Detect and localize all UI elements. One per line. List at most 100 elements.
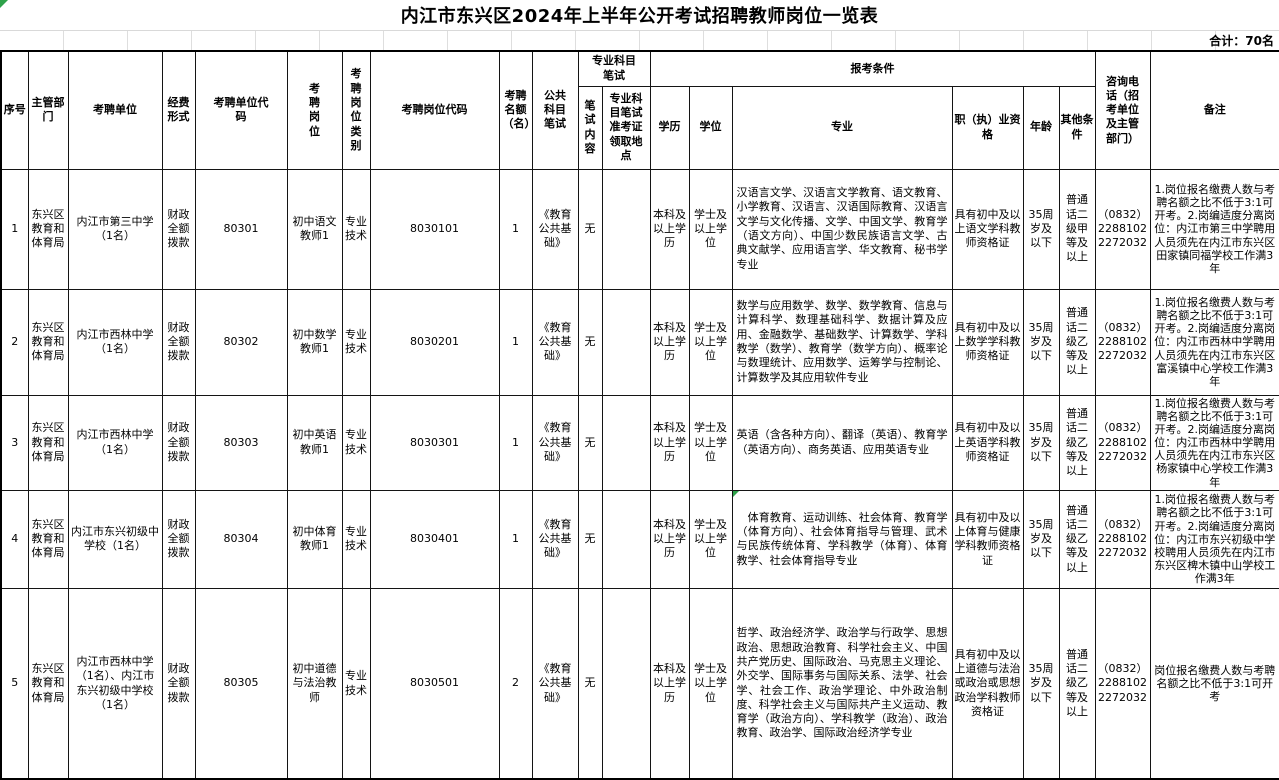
table-row: 4 东兴区教育和体育局 内江市东兴初级中学校（1名） 财政全额拨款 80304 …	[0, 489, 1279, 589]
cell-major: 数学与应用数学、数学、数学教育、信息与计算科学、数理基础科学、数据计算及应用、金…	[731, 288, 953, 396]
col-header-unit-code: 考聘单位代码	[194, 50, 288, 170]
cell-exam-content: 无	[577, 288, 603, 396]
cell-quota: 1	[498, 168, 533, 290]
title-row: 内江市东兴区2024年上半年公开考试招聘教师岗位一览表	[0, 0, 1279, 30]
cell-qual: 具有初中及以上道德与法治或政治或思想政治学科教师资格证	[951, 587, 1024, 780]
col-header-major: 专业	[731, 85, 953, 170]
cell-public-exam: 《教育公共基础》	[531, 288, 579, 396]
table-row: 5 东兴区教育和体育局 内江市西林中学（1名）、内江市东兴初级中学校（1名） 财…	[0, 587, 1279, 780]
col-header-fund: 经费形式	[161, 50, 196, 170]
cell-exam-content: 无	[577, 168, 603, 290]
cell-remark: 1.岗位报名缴费人数与考聘名额之比不低于3:1可开考。2.岗编适度分离岗位：内江…	[1149, 489, 1279, 589]
cell-major: 英语（含各种方向）、翻译（英语）、教育学（英语方向）、商务英语、应用英语专业	[731, 394, 953, 491]
table-row: 1 东兴区教育和体育局 内江市第三中学（1名） 财政全额拨款 80301 初中语…	[0, 168, 1279, 290]
col-header-exam-ticket: 专业科目笔试准考证领取地点	[601, 85, 651, 170]
cell-quota: 1	[498, 288, 533, 396]
cell-fund: 财政全额拨款	[161, 288, 196, 396]
cell-unit-code: 80305	[194, 587, 288, 780]
cell-quota: 1	[498, 489, 533, 589]
cell-phone: （0832） 2288102 2272032	[1094, 587, 1151, 780]
col-header-conditions-group: 报考条件	[649, 50, 1096, 87]
cell-major: 体育教育、运动训练、社会体育、教育学（体育方向）、社会体育指导与管理、武术与民族…	[731, 489, 953, 589]
cell-edu: 本科及以上学历	[649, 168, 690, 290]
cell-exam-ticket	[601, 489, 651, 589]
cell-phone: （0832） 2288102 2272032	[1094, 288, 1151, 396]
cell-phone: （0832） 2288102 2272032	[1094, 394, 1151, 491]
cell-dept: 东兴区教育和体育局	[27, 587, 69, 780]
cell-edu: 本科及以上学历	[649, 288, 690, 396]
cell-quota: 2	[498, 587, 533, 780]
cell-unit-code: 80301	[194, 168, 288, 290]
cell-fund: 财政全额拨款	[161, 394, 196, 491]
cell-major: 哲学、政治经济学、政治学与行政学、思想政治、思想政治教育、科学社会主义、中国共产…	[731, 587, 953, 780]
cell-remark: 1.岗位报名缴费人数与考聘名额之比不低于3:1可开考。2.岗编适度分离岗位：内江…	[1149, 394, 1279, 491]
cell-public-exam: 《教育公共基础》	[531, 489, 579, 589]
cell-exam-ticket	[601, 394, 651, 491]
cell-post: 初中数学教师1	[286, 288, 343, 396]
cell-post: 初中英语教师1	[286, 394, 343, 491]
cell-other: 普通话二级乙等及以上	[1058, 489, 1096, 589]
cell-fund: 财政全额拨款	[161, 168, 196, 290]
col-header-exam-content: 笔试内容	[577, 85, 603, 170]
cell-edu: 本科及以上学历	[649, 587, 690, 780]
col-header-post-code: 考聘岗位代码	[369, 50, 500, 170]
cell-qual: 具有初中及以上英语学科教师资格证	[951, 394, 1024, 491]
col-header-no: 序号	[0, 50, 29, 170]
cell-post-code: 8030301	[369, 394, 500, 491]
cell-major: 汉语言文学、汉语言文学教育、语文教育、小学教育、汉语言、汉语国际教育、汉语言文学…	[731, 168, 953, 290]
cell-exam-content: 无	[577, 489, 603, 589]
cell-dept: 东兴区教育和体育局	[27, 288, 69, 396]
cell-post: 初中道德与法治教师	[286, 587, 343, 780]
cell-qual: 具有初中及以上体育与健康学科教师资格证	[951, 489, 1024, 589]
cell-degree: 学士及以上学位	[688, 587, 733, 780]
page-title: 内江市东兴区2024年上半年公开考试招聘教师岗位一览表	[400, 6, 879, 27]
cell-age: 35周岁及以下	[1022, 288, 1060, 396]
cell-unit-code: 80302	[194, 288, 288, 396]
col-header-quota: 考聘名额（名）	[498, 50, 533, 170]
cell-no: 4	[0, 489, 29, 589]
cell-phone: （0832） 2288102 2272032	[1094, 168, 1151, 290]
cell-public-exam: 《教育公共基础》	[531, 168, 579, 290]
cell-fund: 财政全额拨款	[161, 489, 196, 589]
cell-edu: 本科及以上学历	[649, 489, 690, 589]
cell-post: 初中语文教师1	[286, 168, 343, 290]
cell-qual: 具有初中及以上数学学科教师资格证	[951, 288, 1024, 396]
positions-table: 序号 主管部门 考聘单位 经费形式 考聘单位代码 考聘岗位 考聘岗位类别 考聘岗…	[0, 50, 1279, 780]
cell-unit-code: 80303	[194, 394, 288, 491]
cell-phone: （0832） 2288102 2272032	[1094, 489, 1151, 589]
cell-no: 1	[0, 168, 29, 290]
cell-exam-ticket	[601, 587, 651, 780]
col-header-public-exam: 公共科目笔试	[531, 50, 579, 170]
cell-quota: 1	[498, 394, 533, 491]
cell-exam-content: 无	[577, 587, 603, 780]
col-header-degree: 学位	[688, 85, 733, 170]
cell-public-exam: 《教育公共基础》	[531, 587, 579, 780]
cell-remark: 岗位报名缴费人数与考聘名额之比不低于3:1可开考	[1149, 587, 1279, 780]
col-header-unit: 考聘单位	[67, 50, 163, 170]
cell-exam-ticket	[601, 168, 651, 290]
cell-unit-code: 80304	[194, 489, 288, 589]
cell-exam-content: 无	[577, 394, 603, 491]
cell-post-type: 专业技术	[341, 394, 371, 491]
cell-age: 35周岁及以下	[1022, 394, 1060, 491]
cell-age: 35周岁及以下	[1022, 587, 1060, 780]
cell-remark: 1.岗位报名缴费人数与考聘名额之比不低于3:1可开考。2.岗编适度分离岗位：内江…	[1149, 168, 1279, 290]
col-header-post: 考聘岗位	[286, 50, 343, 170]
cell-post-code: 8030101	[369, 168, 500, 290]
cell-dept: 东兴区教育和体育局	[27, 168, 69, 290]
cell-public-exam: 《教育公共基础》	[531, 394, 579, 491]
header-row-2: 笔试内容 专业科目笔试准考证领取地点 学历 学位 专业 职（执）业资格 年龄 其…	[1, 85, 1279, 170]
cell-post-type: 专业技术	[341, 587, 371, 780]
table-row: 2 东兴区教育和体育局 内江市西林中学（1名） 财政全额拨款 80302 初中数…	[0, 288, 1279, 396]
cell-exam-ticket	[601, 288, 651, 396]
cell-unit: 内江市西林中学（1名）	[67, 394, 163, 491]
cell-unit: 内江市第三中学（1名）	[67, 168, 163, 290]
col-header-other: 其他条件	[1058, 85, 1096, 170]
cell-post-code: 8030201	[369, 288, 500, 396]
cell-other: 普通话二级甲等及以上	[1058, 168, 1096, 290]
cell-post-type: 专业技术	[341, 288, 371, 396]
col-header-edu: 学历	[649, 85, 690, 170]
col-header-age: 年龄	[1022, 85, 1060, 170]
cell-degree: 学士及以上学位	[688, 394, 733, 491]
cell-post-code: 8030401	[369, 489, 500, 589]
